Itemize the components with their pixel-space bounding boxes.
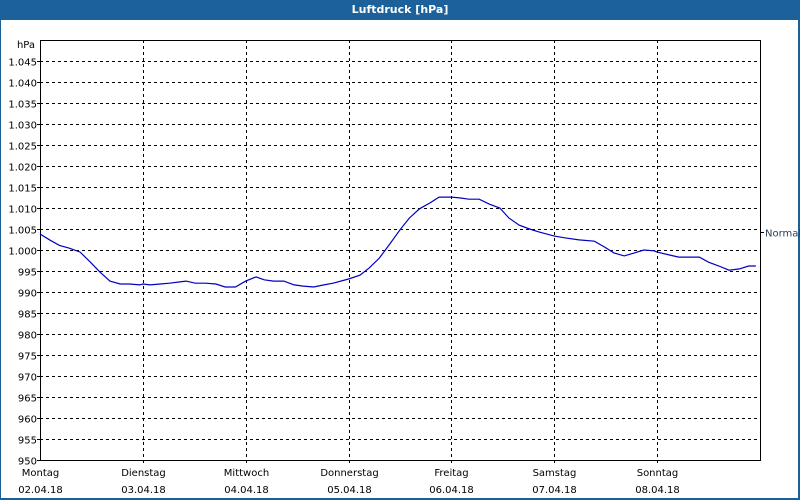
- x-tick-day: Dienstag: [121, 468, 166, 479]
- normal-reference-marker: Normal: [760, 229, 800, 240]
- y-tick-label: 1.030: [8, 121, 37, 132]
- y-tick-label: 995: [18, 268, 37, 279]
- y-tick-label: 970: [18, 373, 37, 384]
- y-tick-label: 1.045: [8, 58, 37, 69]
- y-tick-label: 1.025: [8, 142, 37, 153]
- y-tick-label: 960: [18, 415, 37, 426]
- x-tick-day: Sonntag: [637, 468, 679, 479]
- y-tick-label: 1.005: [8, 226, 37, 237]
- x-tick-date: 06.04.18: [429, 485, 474, 496]
- y-tick-label: 1.020: [8, 163, 37, 174]
- y-tick-label: 950: [18, 457, 37, 468]
- y-tick-label: 955: [18, 436, 37, 447]
- x-tick-day: Donnerstag: [320, 468, 378, 479]
- y-tick-label: 980: [18, 331, 37, 342]
- y-tick-label: 990: [18, 289, 37, 300]
- y-axis-labels: hPa 1.045 1.040 1.035 1.030 1.025 1.020 1.015 1.…: [8, 40, 37, 468]
- x-tick-day: Montag: [22, 468, 59, 479]
- x-tick-date: 03.04.18: [121, 485, 166, 496]
- x-tick-date: 04.04.18: [224, 485, 269, 496]
- normal-label: Normal: [765, 229, 800, 240]
- x-tick-date: 08.04.18: [635, 485, 680, 496]
- y-tick-label: 1.035: [8, 100, 37, 111]
- y-tick-label: 1.010: [8, 205, 37, 216]
- plot-frame: [40, 40, 761, 461]
- y-tick-label: 975: [18, 352, 37, 363]
- x-tick-date: 07.04.18: [532, 485, 577, 496]
- pressure-line: [39, 196, 756, 288]
- x-tick-date: 02.04.18: [18, 485, 63, 496]
- x-tick-day: Samstag: [533, 468, 577, 479]
- y-axis-unit: hPa: [17, 40, 35, 51]
- y-tick-label: 965: [18, 394, 37, 405]
- y-tick-label: 1.040: [8, 79, 37, 90]
- y-tick-label: 1.000: [8, 247, 37, 258]
- x-tick-date: 05.04.18: [327, 485, 372, 496]
- y-tick-label: 1.015: [8, 184, 37, 195]
- x-tick-day: Freitag: [434, 468, 468, 479]
- chart-grid: [37, 40, 760, 464]
- y-tick-label: 985: [18, 310, 37, 321]
- x-axis-labels: Montag 02.04.18 Dienstag 03.04.18 Mittwoch 04…: [18, 468, 680, 496]
- window-title: Luftdruck [hPa]: [0, 0, 800, 20]
- x-tick-day: Mittwoch: [224, 468, 269, 479]
